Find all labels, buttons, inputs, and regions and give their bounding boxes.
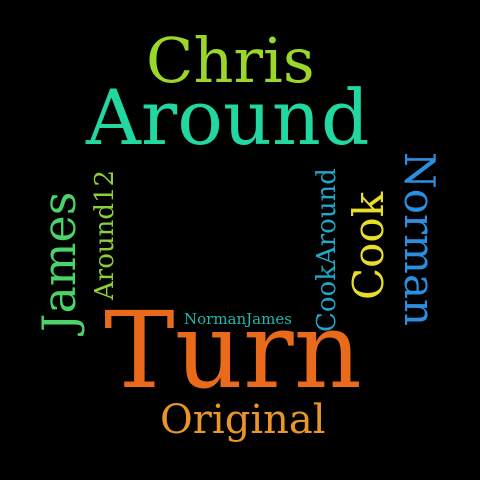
word-cook: Cook <box>344 191 393 300</box>
word-turn: Turn <box>104 289 362 412</box>
word-around12: Around12 <box>90 169 120 300</box>
word-original: Original <box>160 397 326 443</box>
word-norman: Norman <box>395 152 444 327</box>
word-chris: Chris <box>146 24 315 97</box>
word-around: Around <box>86 73 370 162</box>
word-normanjames: NormanJames <box>184 310 292 328</box>
word-james: James <box>32 191 86 332</box>
